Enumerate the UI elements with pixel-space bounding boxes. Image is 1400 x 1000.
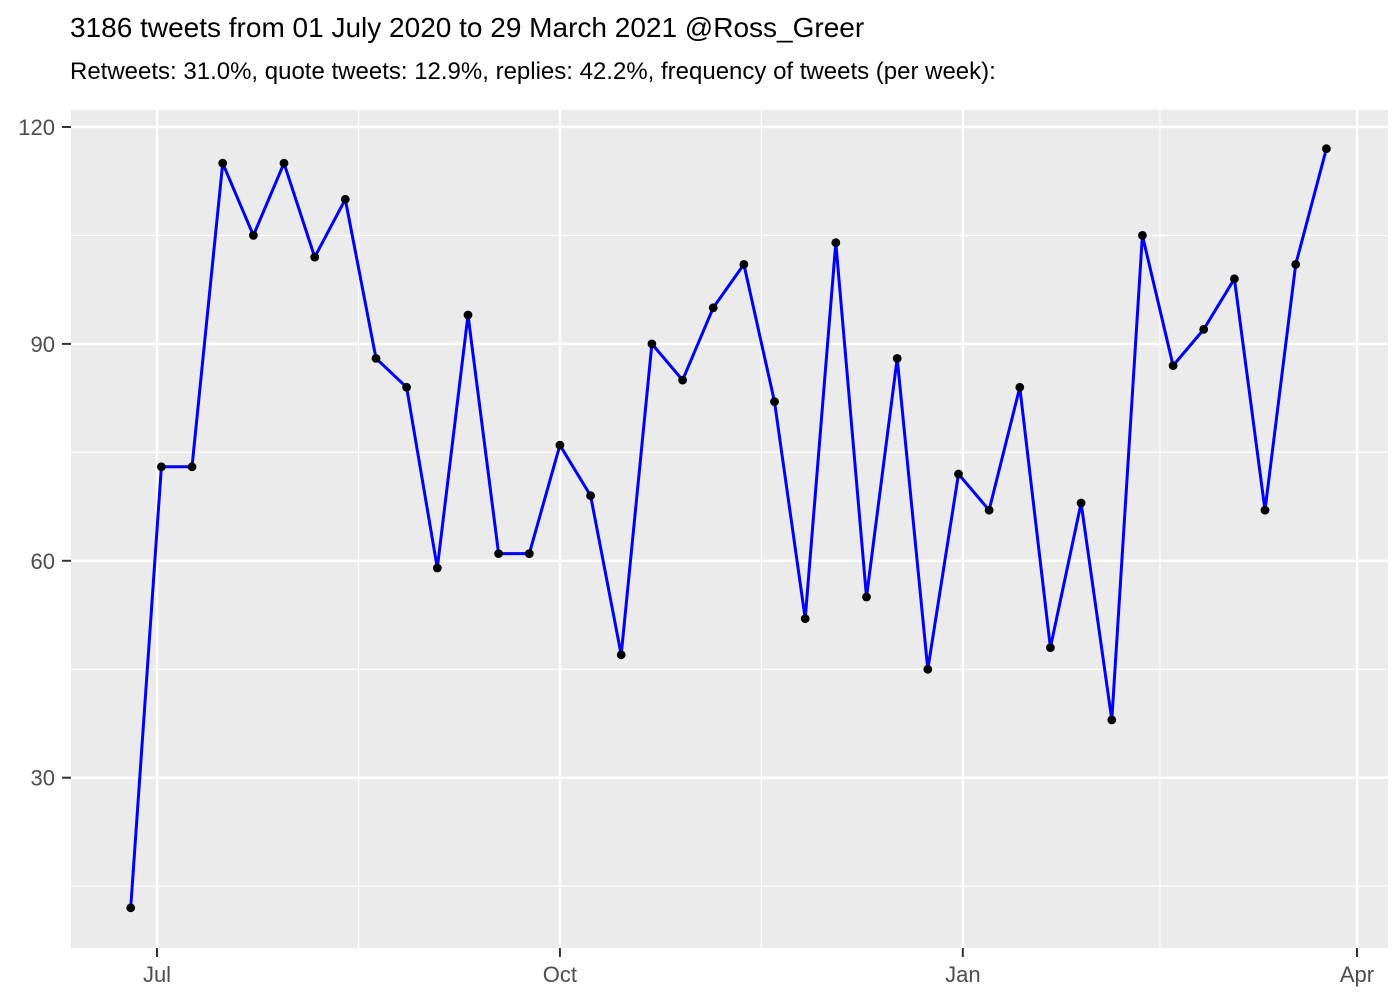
data-point — [279, 158, 289, 168]
data-point — [770, 397, 779, 407]
data-point — [1138, 231, 1147, 240]
data-point — [923, 664, 933, 674]
data-point — [1322, 144, 1331, 154]
data-point — [126, 903, 136, 913]
data-point — [1107, 715, 1117, 725]
tweet-frequency-line — [129, 148, 1328, 908]
data-point — [1291, 260, 1301, 269]
data-point — [739, 260, 749, 269]
data-point — [586, 491, 595, 501]
data-point — [494, 549, 503, 558]
data-point — [187, 462, 197, 472]
y-tick-label: 30 — [31, 766, 55, 791]
data-point — [432, 563, 442, 573]
data-point — [249, 231, 258, 240]
y-tick-label: 120 — [18, 115, 55, 140]
data-point — [1260, 505, 1270, 515]
data-point — [954, 469, 963, 479]
data-point — [463, 310, 473, 320]
data-point — [1168, 361, 1178, 370]
data-point — [892, 354, 902, 363]
data-point — [708, 303, 718, 313]
data-point — [616, 650, 626, 660]
x-tick-label: Oct — [543, 962, 577, 987]
data-point — [800, 614, 810, 623]
x-tick-label: Apr — [1340, 962, 1374, 987]
plot-panel — [71, 110, 1388, 948]
data-point — [678, 375, 687, 385]
data-point — [1015, 382, 1025, 392]
chart-subtitle: Retweets: 31.0%, quote tweets: 12.9%, re… — [70, 58, 996, 85]
data-point — [402, 382, 411, 392]
data-point — [831, 238, 841, 248]
data-point — [1046, 643, 1055, 652]
data-point — [1230, 274, 1239, 284]
x-tick-label: Jul — [143, 962, 171, 987]
data-point — [862, 592, 871, 602]
data-point — [524, 549, 534, 558]
data-point — [310, 252, 320, 262]
data-point — [1199, 325, 1209, 334]
data-point — [340, 194, 350, 204]
data-point — [555, 440, 565, 450]
chart-title: 3186 tweets from 01 July 2020 to 29 Marc… — [70, 12, 865, 43]
y-tick-label: 90 — [31, 332, 55, 357]
data-point — [984, 505, 994, 515]
data-point — [157, 462, 166, 472]
data-point — [218, 158, 228, 168]
data-point — [1076, 498, 1086, 508]
data-point — [371, 354, 381, 363]
x-tick-label: Jan — [945, 962, 980, 987]
data-point — [647, 339, 657, 349]
y-tick-label: 60 — [31, 549, 55, 574]
